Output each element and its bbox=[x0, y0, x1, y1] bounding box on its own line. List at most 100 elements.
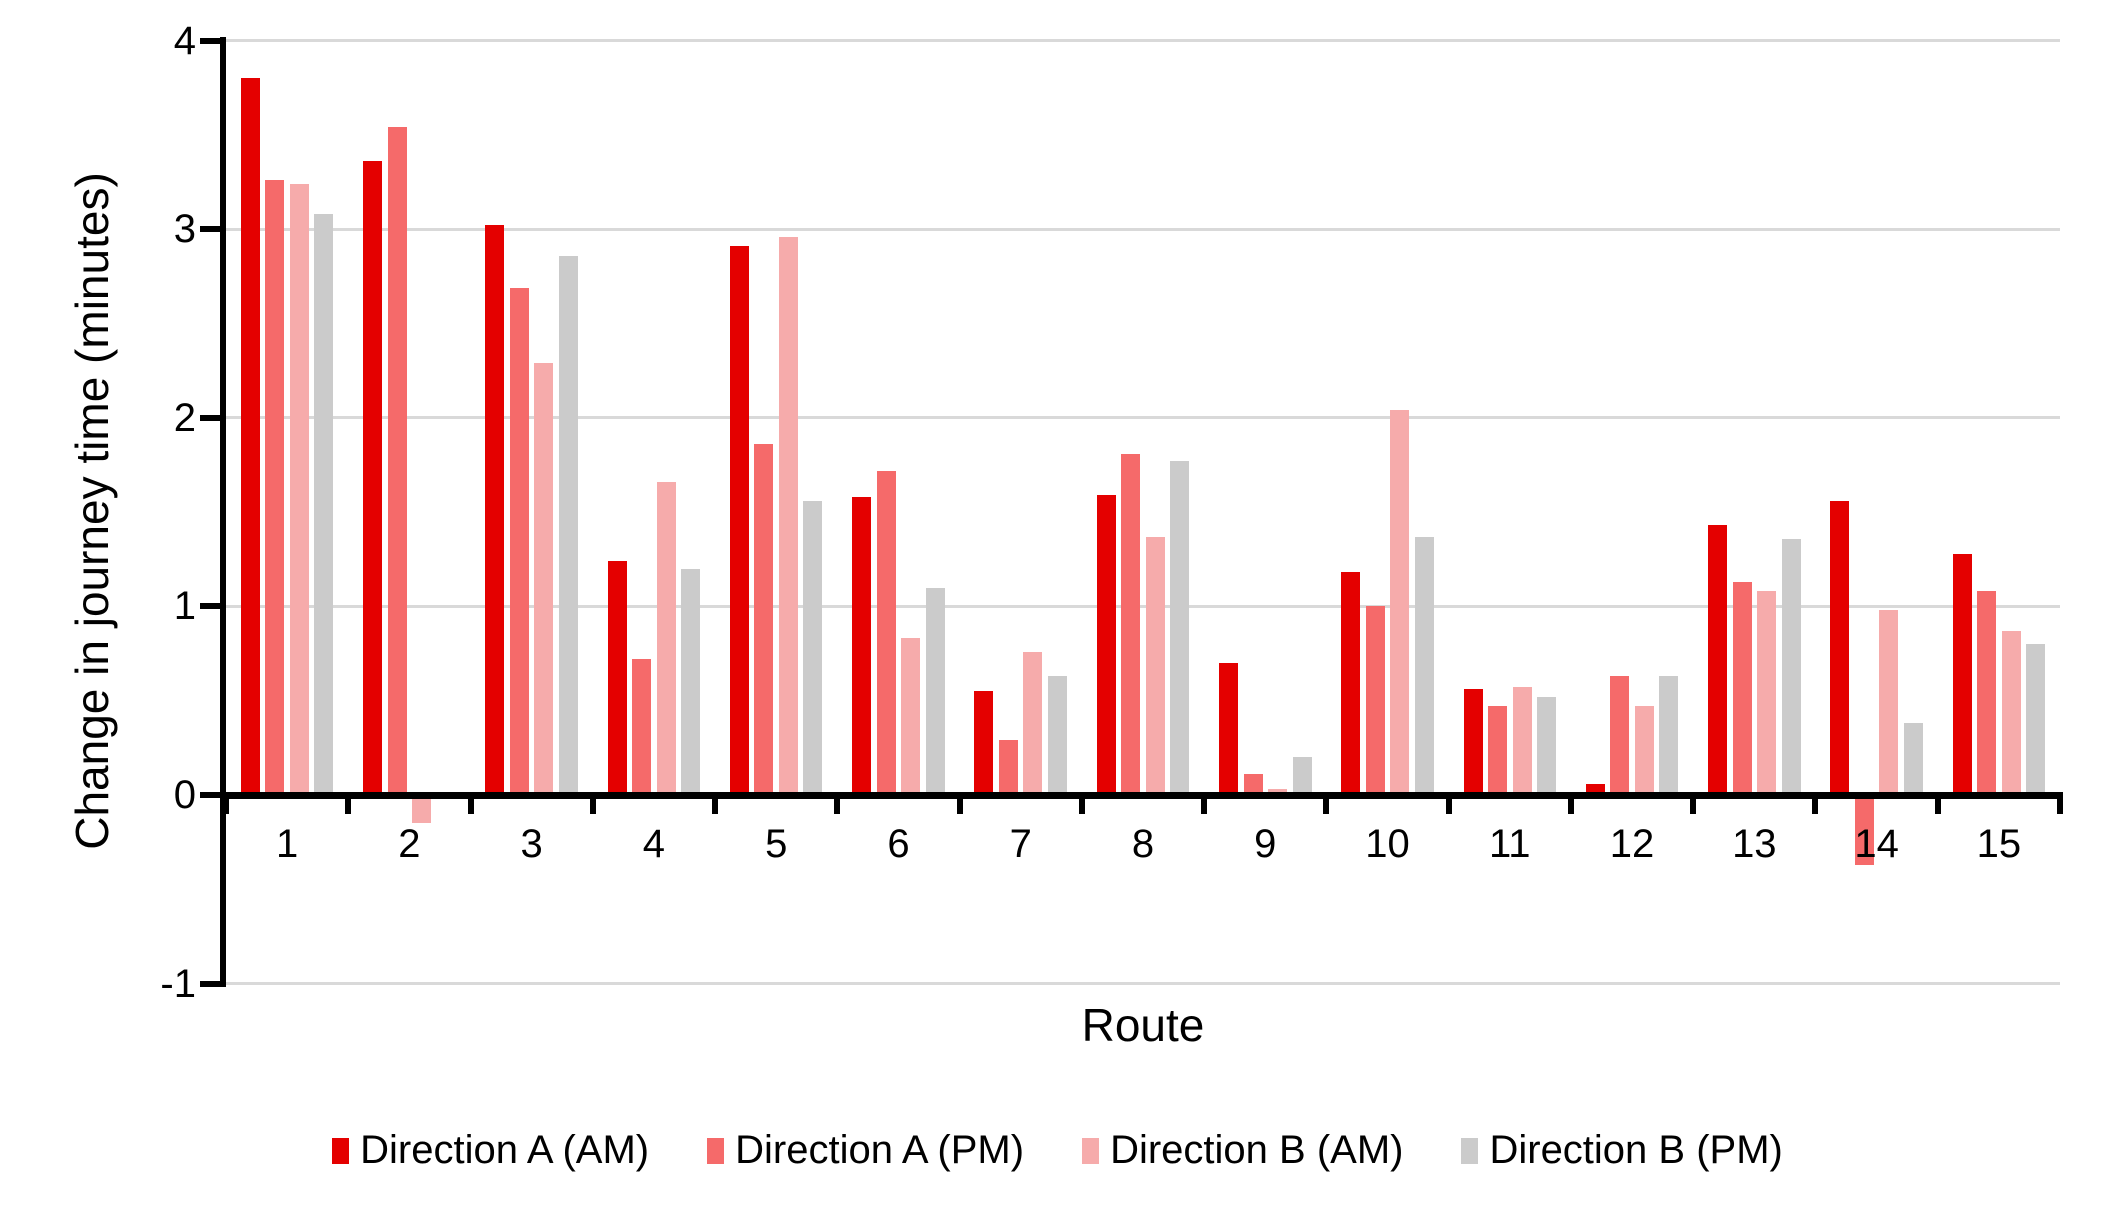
x-axis-tick bbox=[1812, 795, 1819, 814]
bar-direction-b-am--route-10 bbox=[1390, 410, 1410, 795]
x-axis-tick bbox=[2057, 795, 2063, 814]
bar-direction-a-am--route-11 bbox=[1463, 689, 1483, 795]
x-tick-label: 11 bbox=[1489, 822, 1531, 866]
x-tick-label: 6 bbox=[887, 822, 910, 866]
y-tick-label: 4 bbox=[173, 18, 196, 63]
x-axis-tick bbox=[589, 795, 596, 814]
bar-direction-b-pm--route-1 bbox=[314, 214, 334, 795]
x-tick-label: 12 bbox=[1609, 822, 1655, 866]
bar-direction-b-pm--route-3 bbox=[558, 255, 578, 795]
x-axis-tick bbox=[956, 795, 963, 814]
bar-direction-a-am--route-13 bbox=[1708, 525, 1728, 795]
legend-label: Direction B (PM) bbox=[1489, 1128, 1783, 1172]
bar-direction-b-pm--route-15 bbox=[2026, 644, 2046, 795]
y-axis-line bbox=[220, 37, 226, 987]
legend: Direction A (AM) Direction A (PM) Directio… bbox=[0, 1128, 2115, 1173]
bar-direction-a-am--route-15 bbox=[1952, 553, 1972, 795]
bar-direction-b-am--route-3 bbox=[534, 363, 554, 795]
x-axis-tick bbox=[1201, 795, 1208, 814]
bar-direction-b-am--route-1 bbox=[289, 183, 309, 795]
bar-direction-a-pm--route-3 bbox=[509, 287, 529, 795]
bar-direction-a-pm--route-5 bbox=[754, 444, 774, 795]
legend-swatch-icon bbox=[332, 1137, 350, 1164]
bar-direction-b-pm--route-9 bbox=[1292, 757, 1312, 795]
bar-direction-a-am--route-2 bbox=[363, 161, 383, 795]
bar-direction-b-am--route-7 bbox=[1023, 651, 1043, 795]
y-tick-label: -1 bbox=[160, 961, 196, 1006]
bar-direction-a-pm--route-4 bbox=[632, 659, 652, 795]
y-axis-tick bbox=[200, 414, 226, 421]
y-axis-tick bbox=[200, 37, 226, 44]
x-tick-label: 9 bbox=[1254, 822, 1277, 866]
bar-direction-b-am--route-15 bbox=[2001, 630, 2021, 795]
x-tick-label: 7 bbox=[1009, 822, 1032, 866]
bar-direction-b-pm--route-14 bbox=[1903, 723, 1923, 795]
bar-direction-b-pm--route-7 bbox=[1047, 676, 1067, 795]
y-tick-label: 3 bbox=[173, 207, 196, 252]
y-tick-label: 1 bbox=[173, 584, 196, 629]
x-axis-tick bbox=[223, 795, 229, 814]
x-tick-label: 15 bbox=[1976, 822, 2022, 866]
bar-direction-b-pm--route-4 bbox=[681, 568, 701, 795]
x-axis-tick bbox=[467, 795, 474, 814]
legend-swatch-icon bbox=[1082, 1137, 1100, 1164]
bar-direction-b-am--route-8 bbox=[1145, 536, 1165, 795]
bar-direction-a-am--route-6 bbox=[852, 497, 872, 795]
bar-direction-a-pm--route-1 bbox=[265, 180, 285, 795]
bar-direction-b-pm--route-6 bbox=[925, 587, 945, 795]
bar-direction-a-pm--route-12 bbox=[1610, 676, 1630, 795]
x-tick-label: 1 bbox=[276, 822, 299, 866]
x-tick-label: 4 bbox=[642, 822, 666, 866]
x-axis-tick bbox=[1445, 795, 1452, 814]
bar-direction-a-am--route-1 bbox=[240, 78, 260, 795]
bar-direction-a-pm--route-15 bbox=[1977, 591, 1997, 795]
x-axis-tick bbox=[712, 795, 719, 814]
bar-direction-b-pm--route-8 bbox=[1170, 461, 1190, 795]
bar-direction-b-am--route-11 bbox=[1512, 687, 1532, 795]
x-axis-tick bbox=[1690, 795, 1697, 814]
gridline bbox=[226, 227, 2060, 231]
x-axis-tick bbox=[1323, 795, 1330, 814]
bar-direction-a-am--route-10 bbox=[1341, 572, 1361, 795]
x-axis-tick bbox=[1078, 795, 1085, 814]
bar-direction-a-pm--route-8 bbox=[1121, 453, 1141, 795]
bar-direction-a-am--route-12 bbox=[1585, 783, 1605, 795]
bar-direction-a-pm--route-2 bbox=[387, 127, 407, 795]
x-tick-label: 5 bbox=[765, 822, 788, 866]
legend-item: Direction B (AM) bbox=[1082, 1128, 1403, 1173]
y-axis-tick bbox=[200, 792, 226, 798]
bar-direction-b-pm--route-10 bbox=[1414, 536, 1434, 795]
bar-direction-a-pm--route-11 bbox=[1488, 706, 1508, 795]
x-tick-label: 3 bbox=[520, 822, 543, 866]
bar-direction-b-pm--route-12 bbox=[1659, 676, 1679, 795]
bar-direction-a-pm--route-10 bbox=[1365, 606, 1385, 795]
y-axis-tick bbox=[200, 980, 226, 987]
x-tick-label: 14 bbox=[1854, 822, 1899, 866]
bar-direction-b-pm--route-11 bbox=[1537, 696, 1557, 795]
x-tick-label: 2 bbox=[398, 822, 421, 866]
legend-item: Direction B (PM) bbox=[1461, 1128, 1783, 1173]
legend-swatch-icon bbox=[1461, 1137, 1479, 1164]
legend-label: Direction A (PM) bbox=[735, 1128, 1025, 1172]
bar-direction-a-pm--route-14 bbox=[1854, 795, 1874, 865]
legend-label: Direction A (AM) bbox=[360, 1128, 650, 1172]
bar-direction-a-am--route-7 bbox=[974, 691, 994, 795]
bar-direction-b-am--route-4 bbox=[656, 481, 676, 795]
bar-direction-a-pm--route-13 bbox=[1732, 581, 1752, 795]
gridline bbox=[226, 39, 2060, 43]
x-axis-tick bbox=[834, 795, 841, 814]
bar-direction-a-pm--route-6 bbox=[876, 470, 896, 795]
bar-direction-a-pm--route-9 bbox=[1243, 774, 1263, 795]
legend-item: Direction A (PM) bbox=[707, 1128, 1024, 1173]
bar-direction-b-am--route-2 bbox=[412, 795, 432, 824]
bar-direction-a-am--route-3 bbox=[485, 225, 505, 795]
y-tick-label: 0 bbox=[173, 773, 196, 817]
gridline bbox=[226, 982, 2060, 986]
y-axis-tick bbox=[200, 603, 226, 610]
legend-item: Direction A (AM) bbox=[332, 1128, 649, 1173]
x-axis-title: Route bbox=[1081, 999, 1205, 1051]
bar-direction-a-pm--route-7 bbox=[998, 740, 1018, 795]
bar-direction-a-am--route-5 bbox=[729, 246, 749, 795]
y-axis-tick bbox=[200, 226, 226, 233]
